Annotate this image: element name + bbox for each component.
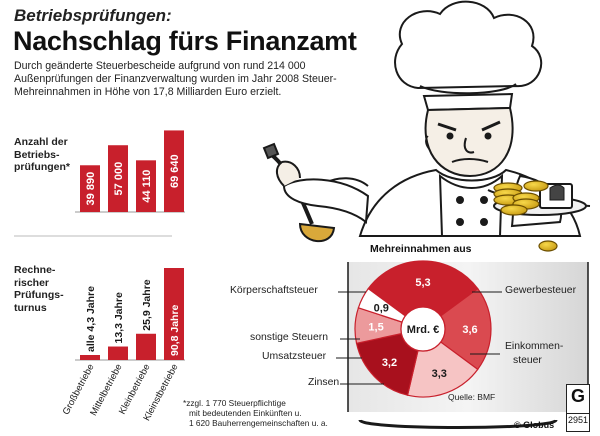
turnus-label-line: rischer [14,276,50,289]
count-label-line: prüfungen* [14,161,70,173]
footnote-line: mit bedeutenden Einkünften u. [189,408,302,418]
callout-leaders [336,291,502,385]
bar-chart-turnus: alle 4,3 Jahre 13,3 Jahre 25,9 Jahre 90,8 J… [61,268,184,423]
footnote: *zzgl. 1 770 Steuerpflichtige mit bedeut… [183,398,328,428]
count-bar [80,165,100,212]
donut-value-label: 5,3 [415,277,430,289]
count-value-label: 39 890 [85,172,97,206]
chef-face [424,106,514,178]
turnus-value-label: alle 4,3 Jahre [85,286,97,352]
turnus-bar [108,346,128,360]
callout-einkommensteuer: Einkommen- steuer [505,340,563,368]
turnus-label: Rechne- rischer Prüfungs- turnus [14,264,64,314]
kicker: Betriebsprüfungen: [14,6,172,25]
turnus-bar [164,268,184,360]
donut-title: Mehreinnahmen aus [370,243,472,255]
callout-line: Einkommen- [505,341,564,352]
turnus-label-line: turnus [14,301,47,314]
count-value-label: 69 640 [169,154,181,188]
donut-value-label: 3,2 [382,357,397,369]
callout-line: steuer [513,355,542,366]
bar-chart-count: 39 890 57 000 44 110 69 640 [80,130,184,212]
callout-koerperschaftsteuer: Körperschaftsteuer [230,285,318,296]
left-arm [276,160,370,224]
donut-value-label: 3,3 [432,368,447,380]
donut-value-label: 3,6 [462,324,477,336]
globus-logo: G 2951 [566,384,590,432]
turnus-label-line: Rechne- [14,264,56,276]
turnus-bar [136,333,156,360]
intro-text: Durch geänderte Steuerbescheide aufgrund… [14,60,337,99]
logo-letter: G [570,386,585,406]
count-bar [164,130,184,212]
callout-gewerbesteuer: Gewerbesteuer [505,285,577,296]
donut-center-label: Mrd. € [407,324,439,336]
donut-value-label: 0,9 [374,302,389,314]
turnus-bar [80,355,100,360]
turnus-value-label: 13,3 Jahre [113,292,125,344]
footnote-line: *zzgl. 1 770 Steuerpflichtige [183,398,286,408]
donut-center [400,306,446,352]
callout-umsatzsteuer: Umsatzsteuer [262,351,327,362]
turnus-label-line: Prüfungs- [14,289,64,301]
count-label-line: Anzahl der [14,136,68,148]
count-bar [108,145,128,212]
count-bar [136,160,156,212]
donut-value-label: 1,5 [368,322,383,334]
count-value-label: 57 000 [113,162,125,196]
footnote-line: 1 620 Bauherrengemeinschaften u. a. [189,418,328,428]
count-label-line: Betriebs- [14,148,60,161]
turnus-value-label: 25,9 Jahre [141,279,153,331]
turnus-value-label: 90,8 Jahre [169,304,181,356]
headline: Nachschlag fürs Finanzamt [13,26,357,56]
count-value-label: 44 110 [141,170,153,203]
callout-sonstige-steuern: sonstige Steuern [250,332,328,343]
donut-chart: 5,3 3,6 3,3 3,2 1,5 0,9 Mrd. € [354,260,492,398]
callout-zinsen: Zinsen [308,377,340,388]
globus-credit: © Globus [514,420,555,430]
count-label: Anzahl der Betriebs- prüfungen* [14,136,70,174]
chef-hat [394,0,543,112]
logo-number: 2951 [567,413,589,425]
source: Quelle: BMF [448,392,496,402]
